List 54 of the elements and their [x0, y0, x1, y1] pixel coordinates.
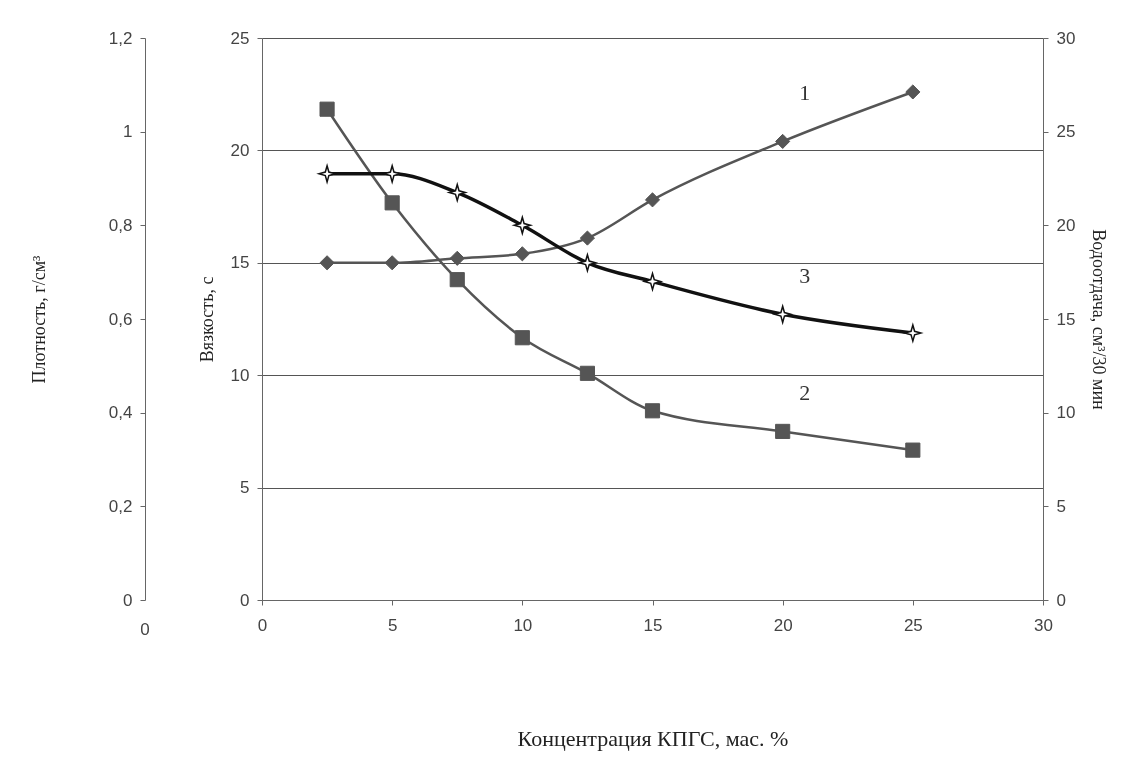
x-tick-label: 30 [1034, 615, 1053, 635]
point [775, 133, 791, 149]
series-label: 3 [799, 263, 811, 289]
y3-tick-label: 1 [123, 122, 133, 142]
y-tick-label: 15 [230, 253, 250, 273]
x-tick-label: 10 [513, 615, 533, 635]
x-tick-label: 20 [773, 615, 793, 635]
point [384, 255, 400, 271]
y3-tick-label: 0,6 [108, 309, 133, 329]
series-label: 2 [799, 380, 811, 406]
point [579, 365, 595, 381]
x-tick-label: 5 [387, 615, 398, 635]
y2-tick-label: 10 [1056, 403, 1076, 423]
y3-tick-label: 0,8 [108, 215, 133, 235]
point [644, 192, 661, 208]
point [514, 246, 530, 262]
y2-tick-label: 25 [1056, 122, 1076, 142]
point [644, 403, 661, 419]
y-axis-title: Вязкость, с [196, 276, 217, 363]
point [905, 442, 921, 458]
point [775, 423, 791, 439]
y2-tick-label: 30 [1056, 28, 1076, 48]
point [576, 252, 598, 274]
point [319, 255, 335, 271]
point [772, 303, 794, 325]
point [319, 101, 335, 117]
point [384, 195, 400, 211]
y2-tick-label: 5 [1056, 496, 1066, 516]
y2-tick-label: 15 [1056, 309, 1076, 329]
y3-tick-label: 1,2 [108, 28, 133, 48]
y3-axis-title: Плотность, г/см³ [28, 254, 49, 384]
point [449, 250, 465, 266]
x-tick-label: 0 [257, 615, 268, 635]
y-tick-label: 0 [240, 590, 250, 610]
y2-tick-label: 0 [1056, 590, 1066, 610]
y-tick-label: 20 [230, 140, 250, 160]
x-axis-title: Концентрация КПГС, мас. % [517, 725, 789, 751]
y-tick-label: 10 [230, 365, 250, 385]
y-tick-label: 5 [240, 478, 250, 498]
series-label: 1 [799, 80, 811, 106]
y3-tick-label: 0,4 [108, 403, 133, 423]
point [511, 214, 533, 236]
point [448, 183, 467, 202]
y3-tick-label: 0,2 [108, 496, 133, 516]
y2-tick-label: 20 [1056, 215, 1076, 235]
y-tick-label: 25 [230, 28, 250, 48]
point [905, 84, 921, 100]
y3-tick-label: 0 [123, 590, 133, 610]
point [579, 230, 595, 246]
x-tick-label: 25 [903, 615, 923, 635]
point [449, 272, 465, 288]
y2-axis-title: Водоотдача, см³/30 мин [1089, 229, 1110, 411]
x-tick-label: 15 [643, 615, 663, 635]
point [514, 330, 530, 346]
